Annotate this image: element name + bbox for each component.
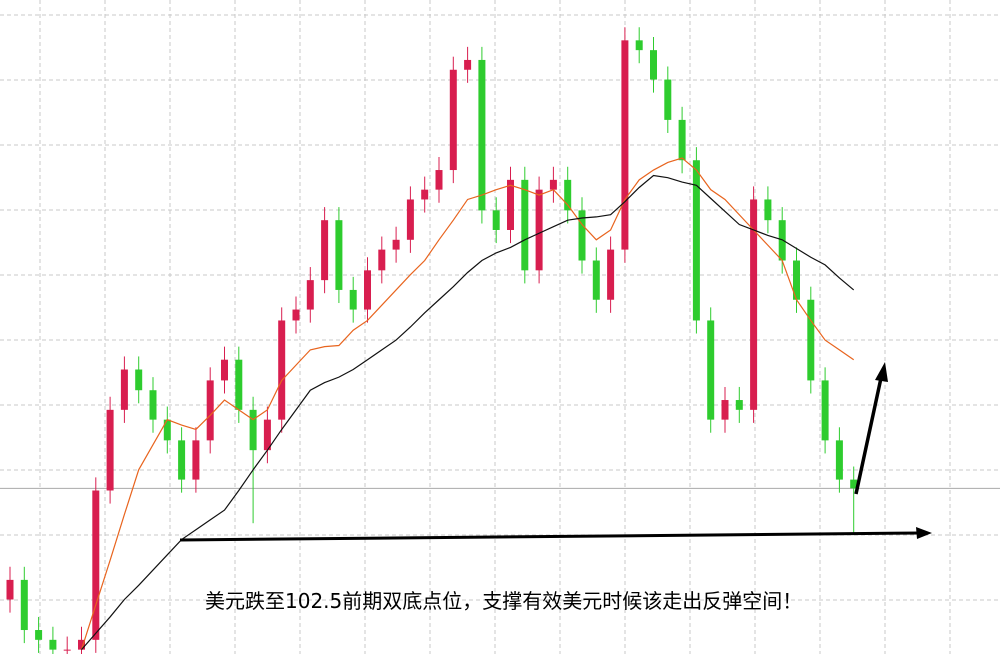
candle-body: [750, 199, 758, 410]
candle-body: [635, 40, 643, 51]
candle-body: [321, 220, 329, 281]
arrow-head: [916, 527, 932, 539]
candle-body: [607, 249, 615, 300]
candle-body: [292, 309, 300, 321]
candle-body: [735, 400, 743, 410]
candle-body: [6, 579, 14, 600]
candle-body: [764, 199, 772, 221]
candle-body: [449, 69, 457, 171]
annotation: 美元跌至102.5前期双底点位，支撑有效美元时候该走出反弹空间！: [205, 589, 802, 613]
candle-body: [149, 390, 157, 420]
candle-body: [163, 419, 171, 441]
candle-body: [92, 490, 100, 640]
candle-body: [492, 210, 500, 230]
candle-body: [664, 79, 672, 120]
arrow-head: [875, 362, 888, 382]
candle-body: [364, 270, 371, 310]
candle-body: [821, 380, 829, 441]
candles: [6, 27, 858, 654]
candle-body: [263, 419, 271, 451]
candle-body: [78, 639, 85, 650]
candle-body: [278, 320, 286, 420]
candle-body: [135, 369, 143, 391]
candle-body: [335, 220, 343, 290]
candle-body: [678, 119, 686, 161]
candle-body: [221, 359, 228, 381]
candle-body: [650, 50, 657, 80]
candle-body: [235, 359, 243, 410]
candle-body: [20, 579, 28, 631]
candle-body: [192, 440, 200, 480]
candle-body: [406, 199, 414, 240]
moving-average-line: [80, 157, 855, 650]
candle-body: [592, 260, 600, 300]
candle-body: [464, 59, 472, 70]
candle-body: [793, 260, 800, 300]
candle-body: [49, 639, 57, 650]
candle-body: [521, 179, 529, 271]
candle-body: [692, 160, 700, 321]
candle-body: [707, 320, 715, 420]
candle-body: [535, 189, 543, 271]
candle-body: [120, 369, 128, 410]
candle-body: [106, 409, 114, 491]
candle-body: [621, 40, 629, 250]
candle-body: [378, 249, 386, 271]
candle-body: [564, 179, 572, 211]
candle-body: [63, 649, 71, 651]
candle-body: [721, 400, 729, 420]
rebound-arrow: [854, 377, 883, 495]
moving-average-line: [81, 174, 855, 651]
candle-body: [249, 409, 257, 451]
support-line: [179, 531, 923, 542]
candle-body: [178, 440, 186, 480]
candle-body: [835, 440, 843, 480]
candle-body: [306, 280, 314, 310]
candle-body: [850, 479, 858, 489]
candle-body: [507, 179, 514, 230]
candle-body: [392, 239, 400, 250]
candle-body: [349, 289, 357, 310]
candle-body: [478, 59, 486, 211]
candle-body: [578, 210, 586, 261]
candle-body: [35, 630, 43, 640]
candle-body: [807, 299, 815, 381]
candle-body: [421, 189, 429, 200]
candle-body: [549, 179, 557, 190]
candle-body: [206, 380, 214, 441]
candle-body: [435, 170, 443, 190]
